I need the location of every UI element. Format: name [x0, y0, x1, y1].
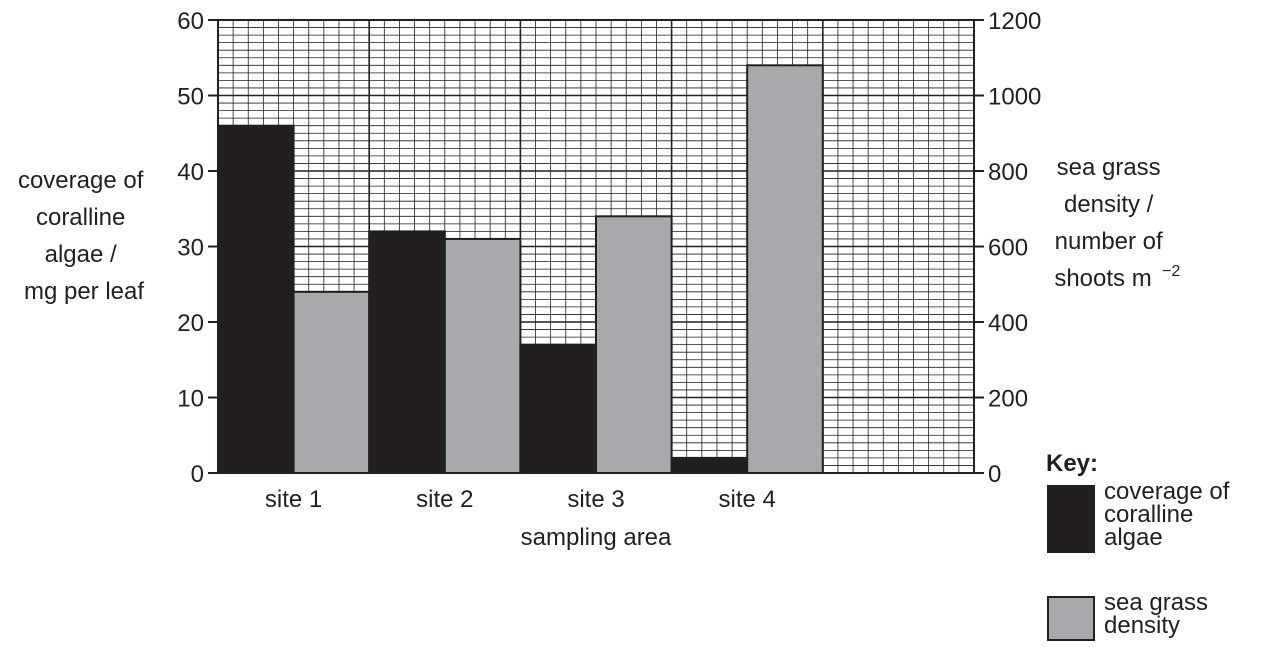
left-tick-label: 50 — [177, 84, 204, 111]
x-tick-label: site 4 — [719, 486, 776, 513]
x-axis-label: sampling area — [521, 524, 672, 551]
left-axis-label-line-3: algae / — [45, 241, 117, 268]
right-tick-label: 600 — [988, 235, 1028, 262]
algae-coverage-bar-3 — [519, 343, 598, 474]
x-tick-label: site 2 — [416, 486, 473, 513]
left-tick-label: 40 — [177, 159, 204, 186]
legend-label: sea grass — [1104, 589, 1208, 616]
algae-coverage-bar-2 — [368, 230, 446, 474]
right-tick-label: 400 — [988, 310, 1028, 337]
legend-swatch-algae — [1047, 485, 1095, 553]
algae-coverage-bar-1 — [217, 124, 295, 474]
bars — [217, 64, 824, 475]
x-tick-label: site 3 — [567, 486, 624, 513]
legend-label: coralline — [1104, 501, 1193, 528]
legend-swatch-sea-grass — [1047, 596, 1095, 641]
left-tick-label: 30 — [177, 235, 204, 262]
left-tick-label: 20 — [177, 310, 204, 337]
left-axis-label-line-2: coralline — [36, 204, 125, 231]
sea-grass-density-bar-3 — [595, 215, 673, 475]
legend-label: density — [1104, 612, 1180, 639]
algae-coverage-bar-4 — [670, 456, 749, 474]
right-axis-label-exponent: −2 — [1162, 263, 1180, 280]
right-tick-label: 200 — [988, 386, 1028, 413]
sea-grass-density-bar-2 — [443, 237, 522, 474]
x-tick-label: site 1 — [265, 486, 322, 513]
left-axis-label-line-4: mg per leaf — [24, 278, 144, 305]
left-axis-label-line-1: coverage of — [18, 167, 144, 194]
right-tick-label: 0 — [988, 461, 1001, 488]
left-axis-label: coverage of coralline algae / mg per lea… — [18, 167, 150, 305]
right-axis-label-line-3: number of — [1055, 228, 1163, 255]
left-tick-label: 0 — [191, 461, 204, 488]
right-tick-label: 1200 — [988, 8, 1041, 35]
right-tick-label: 1000 — [988, 84, 1041, 111]
right-tick-label: 800 — [988, 159, 1028, 186]
left-tick-label: 60 — [177, 8, 204, 35]
sea-grass-density-bar-4 — [746, 64, 824, 475]
right-axis-label: sea grass density / number of shoots m — [1054, 154, 1169, 292]
left-tick-label: 10 — [177, 386, 204, 413]
right-axis-label-line-1: sea grass — [1057, 154, 1161, 181]
right-axis-label-line-2: density / — [1064, 191, 1154, 218]
legend-label: algae — [1104, 524, 1163, 551]
sea-grass-density-bar-1 — [292, 290, 371, 474]
legend-label: coverage of — [1104, 478, 1230, 505]
legend-title: Key: — [1046, 450, 1098, 477]
right-axis-label-line-4: shoots m — [1054, 265, 1151, 292]
